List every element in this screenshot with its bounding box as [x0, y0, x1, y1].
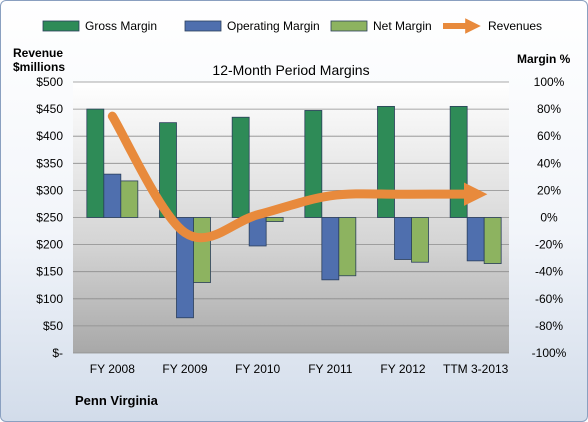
legend-swatch — [42, 20, 80, 32]
legend-item-revenues: Revenues — [443, 18, 542, 34]
x-tick-fy-2010: FY 2010 — [235, 362, 280, 376]
right-tick-label: 40% — [537, 156, 561, 170]
right-tick-label: 80% — [537, 102, 561, 116]
gridlines — [73, 81, 509, 354]
right-axis-label: Margin % — [517, 52, 571, 66]
right-tick-label: -20% — [535, 238, 563, 252]
bar-gross-margin-ttm-3-2013 — [449, 105, 468, 218]
right-tick-label: 60% — [537, 129, 561, 143]
bar-operating-margin-fy-2011 — [321, 217, 340, 281]
right-tick-label: -60% — [535, 292, 563, 306]
bar-net-margin-fy-2009 — [193, 217, 211, 283]
x-tick-fy-2008: FY 2008 — [90, 362, 135, 376]
legend-label: Operating Margin — [227, 19, 320, 33]
bar-net-margin-fy-2012 — [411, 217, 429, 263]
left-axis-label-line1: Revenue — [13, 46, 63, 60]
legend-item-gross-margin: Gross Margin — [42, 19, 157, 33]
right-tick-label: -40% — [535, 265, 563, 279]
right-tick-label: 0% — [540, 211, 558, 225]
left-tick-label: $100 — [36, 292, 63, 306]
x-tick-fy-2012: FY 2012 — [380, 362, 425, 376]
x-tick-fy-2009: FY 2009 — [162, 362, 207, 376]
chart-title: 12-Month Period Margins — [212, 62, 369, 78]
left-axis-label-line2: $millions — [13, 60, 65, 74]
bar-gross-margin-fy-2008 — [86, 108, 105, 218]
right-tick-label: -80% — [535, 319, 563, 333]
legend: Gross Margin Operating Margin Net Margin Re… — [42, 18, 542, 34]
x-axis-ticks: FY 2008 FY 2009 FY 2010 FY 2011 FY 2012 TTM 3… — [90, 362, 509, 376]
bar-net-margin-fy-2008 — [120, 180, 139, 218]
bar-gross-margin-fy-2012 — [377, 105, 395, 218]
right-tick-label: -100% — [532, 346, 567, 360]
bar-operating-margin-fy-2008 — [103, 173, 122, 218]
right-tick-label: 100% — [534, 75, 565, 89]
left-tick-label: $- — [52, 346, 63, 360]
bar-operating-margin-ttm-3-2013 — [466, 217, 485, 262]
legend-label: Gross Margin — [85, 19, 157, 33]
company-name: Penn Virginia — [75, 393, 159, 408]
left-tick-label: $150 — [36, 265, 63, 279]
x-tick-fy-2011: FY 2011 — [308, 362, 353, 376]
right-tick-label: 20% — [537, 183, 561, 197]
legend-swatch — [330, 20, 368, 32]
legend-item-net-margin: Net Margin — [330, 19, 432, 33]
revenues-line — [107, 111, 488, 243]
left-tick-label: $300 — [36, 183, 63, 197]
left-axis-ticks: $- $50 $100 $150 $200 $250 $300 $350 $400 $450 $50… — [36, 75, 63, 360]
left-tick-label: $50 — [43, 319, 63, 333]
left-tick-label: $500 — [36, 75, 63, 89]
left-tick-label: $400 — [36, 129, 63, 143]
left-tick-label: $200 — [36, 238, 63, 252]
legend-label: Revenues — [488, 19, 542, 33]
legend-swatch — [184, 20, 222, 32]
bar-net-margin-fy-2011 — [338, 217, 357, 277]
left-tick-label: $450 — [36, 102, 63, 116]
bar-gross-margin-fy-2010 — [231, 116, 250, 218]
legend-item-operating-margin: Operating Margin — [184, 19, 320, 33]
legend-label: Net Margin — [373, 19, 432, 33]
bar-net-margin-ttm-3-2013 — [483, 217, 502, 264]
bar-gross-margin-fy-2011 — [304, 110, 323, 218]
bar-operating-margin-fy-2010 — [248, 217, 267, 247]
right-axis-ticks: -100% -80% -60% -40% -20% 0% 20% 40% 60% 80% 100% — [532, 75, 567, 360]
left-tick-label: $350 — [36, 156, 63, 170]
x-tick-ttm-3-2013: TTM 3-2013 — [443, 362, 509, 376]
revenue-line — [107, 111, 488, 243]
left-tick-label: $250 — [36, 211, 63, 225]
bar-operating-margin-fy-2012 — [394, 217, 412, 260]
bar-net-margin-fy-2010 — [265, 217, 284, 222]
